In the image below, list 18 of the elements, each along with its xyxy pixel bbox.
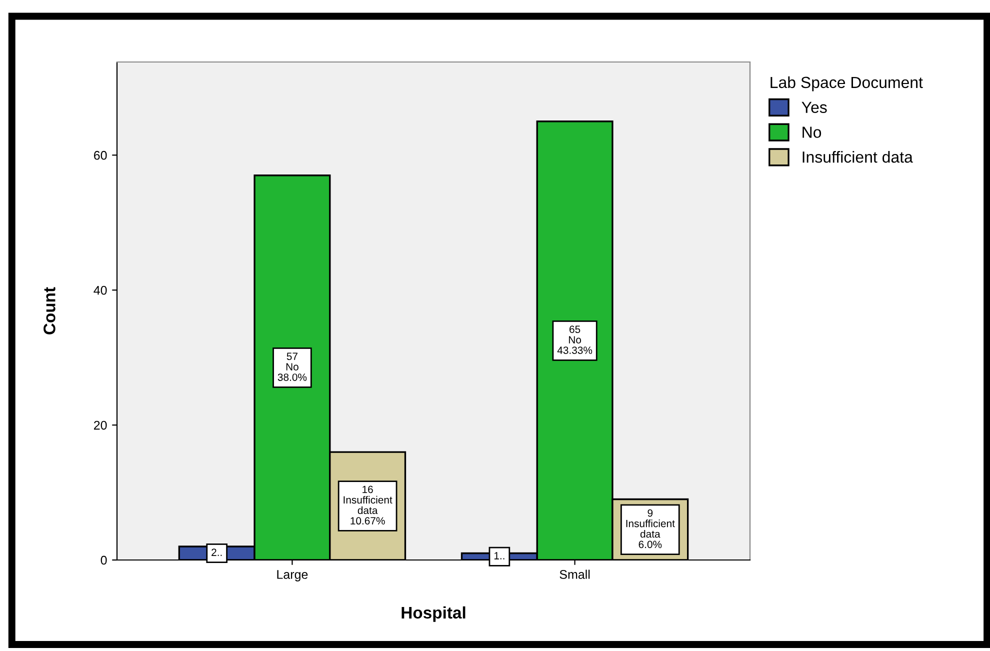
y-axis-title: Count xyxy=(44,287,56,334)
x-axis-title: Hospital xyxy=(402,606,466,622)
legend-label: Yes xyxy=(802,102,827,113)
y-tick-label: 40 xyxy=(94,286,107,295)
y-tick-label: 60 xyxy=(94,150,107,160)
data-label: 65 No 43.33% xyxy=(557,326,592,354)
data-label: 57 No 38.0% xyxy=(278,352,307,381)
x-tick-label: Large xyxy=(277,570,308,582)
data-label: 2.. xyxy=(212,548,222,556)
y-tick-label: 0 xyxy=(100,556,107,565)
legend-title: Lab Space Document xyxy=(770,76,923,92)
legend-label: Insufficient data xyxy=(802,151,913,163)
data-label: 16 Insufficient data 10.67% xyxy=(344,486,392,525)
data-label: 1.. xyxy=(494,552,504,560)
x-tick-label: Small xyxy=(560,570,590,579)
legend-label: No xyxy=(802,126,822,138)
data-label: 9 Insufficient data 6.0% xyxy=(626,509,675,548)
y-tick-label: 20 xyxy=(94,420,107,430)
